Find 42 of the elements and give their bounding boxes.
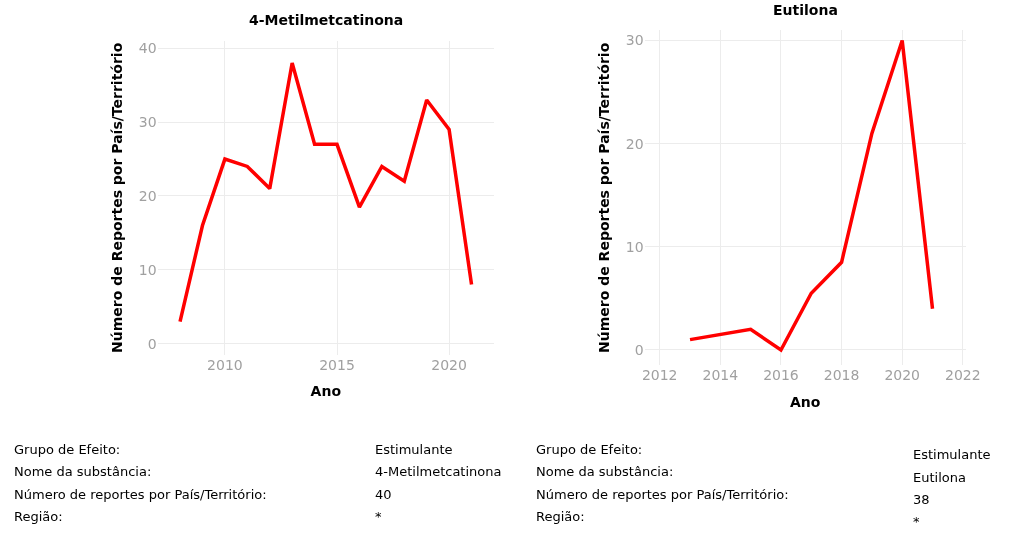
text: Grupo de Efeito: (536, 442, 643, 457)
y-tick-label: 10 (625, 238, 644, 255)
text: 4-Metilmetcatinona (375, 464, 502, 479)
line-series (178, 61, 474, 324)
y-tick-label: 10 (138, 261, 157, 278)
line-series (688, 38, 935, 352)
y-tick-label: 20 (625, 135, 644, 152)
y-tick-label: 30 (138, 114, 157, 131)
text: 38 (913, 492, 930, 507)
text: Nome da substância: (536, 464, 674, 479)
x-tick-label: 2010 (207, 356, 243, 373)
text: Região: (536, 509, 585, 524)
text: Região: (14, 509, 63, 524)
x-tick-label: 2014 (702, 367, 739, 384)
x-tick-label: 2018 (823, 367, 860, 384)
x-axis-title: Ano (789, 393, 821, 410)
x-tick-label: 2020 (431, 356, 467, 373)
x-tick-label: 2016 (763, 367, 799, 384)
y-tick-label: 40 (138, 40, 157, 57)
x-tick-label: 2020 (884, 367, 921, 384)
text: Nome da substância: (14, 464, 152, 479)
text: Estimulante (375, 442, 453, 457)
x-axis-title: Ano (310, 383, 342, 400)
text: Número de reportes por País/Território: (14, 487, 267, 502)
text: * (375, 509, 382, 524)
x-tick-label: 2022 (944, 367, 981, 384)
chart-title: 4-Metilmetcatinona (249, 12, 404, 28)
x-tick-label: 2015 (319, 356, 355, 373)
text: Estimulante (913, 447, 991, 462)
text: Número de reportes por País/Território: (536, 487, 789, 502)
text: 40 (375, 487, 392, 502)
y-tick-label: 30 (625, 32, 644, 49)
y-tick-label: 20 (138, 187, 157, 204)
text: Eutilona (913, 470, 966, 485)
y-tick-label: 0 (147, 335, 157, 352)
x-tick-label: 2012 (641, 367, 678, 384)
y-tick-label: 0 (634, 341, 644, 358)
text: Grupo de Efeito: (14, 442, 121, 457)
text: * (913, 514, 920, 529)
chart-title: Eutilona (773, 2, 838, 18)
y-axis-title: Número de Reportes por País/Território (596, 42, 613, 353)
y-axis-title: Número de Reportes por País/Território (109, 42, 126, 353)
